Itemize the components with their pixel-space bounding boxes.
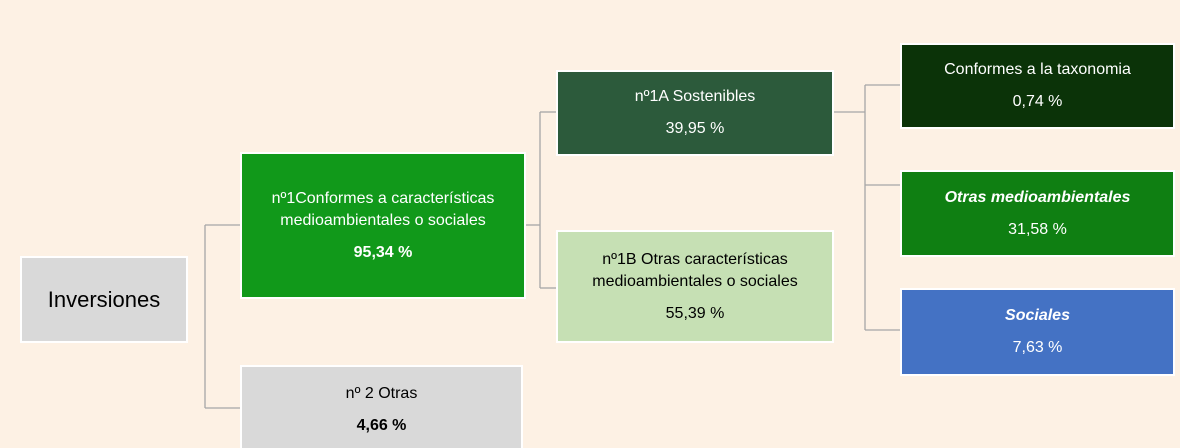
- node-label: nº 2 Otras: [345, 385, 418, 402]
- node: Conformes a la taxonomia 0,74 %: [900, 43, 1175, 129]
- node: Sociales 7,63 %: [900, 288, 1175, 376]
- node-value: 4,66 %: [356, 417, 407, 434]
- node-value: 55,39 %: [665, 304, 725, 322]
- node: nº 2 Otras 4,66 %: [240, 365, 523, 448]
- node-label: Conformes a la taxonomia: [944, 61, 1131, 78]
- node-value: 39,95 %: [665, 120, 725, 137]
- node-label: medioambientales o sociales: [280, 211, 486, 229]
- node-label: Otras medioambientales: [944, 188, 1131, 206]
- node: nº1A Sostenibles 39,95 %: [556, 70, 834, 156]
- node-value: 95,34 %: [353, 243, 413, 261]
- node-value: 0,74 %: [1012, 93, 1063, 110]
- node-label: nº1B Otras características: [602, 250, 788, 268]
- node: Otras medioambientales 31,58 %: [900, 170, 1175, 257]
- node-label: nº1A Sostenibles: [634, 88, 756, 105]
- node-value: 7,63 %: [1012, 339, 1063, 356]
- node-label: medioambientales o sociales: [592, 272, 798, 290]
- node-value: 31,58 %: [1008, 220, 1067, 238]
- node: nº1Conformes a características medioambie…: [240, 152, 526, 299]
- node-label: nº1Conformes a características: [271, 189, 495, 207]
- node: Inversiones: [20, 256, 188, 343]
- node: nº1B Otras características medioambiental…: [556, 230, 834, 343]
- node-label: Inversiones: [47, 286, 161, 312]
- node-label: Sociales: [1005, 307, 1070, 324]
